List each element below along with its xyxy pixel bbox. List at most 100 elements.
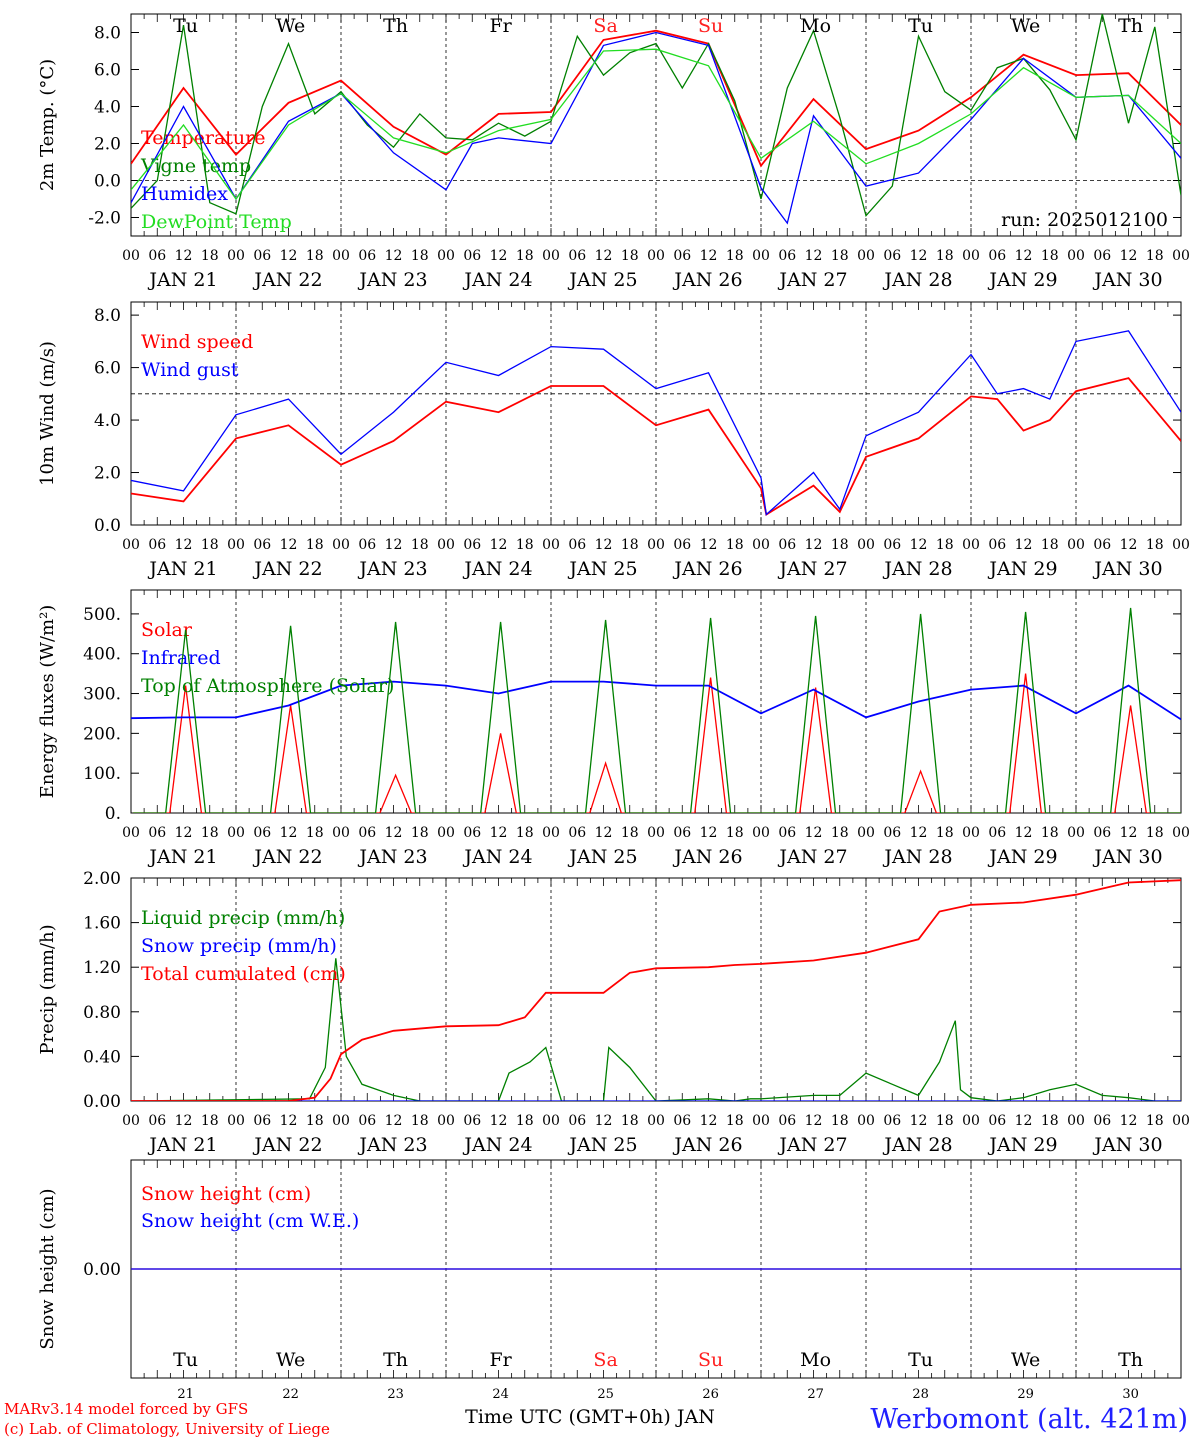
x-hour-label: 00 [752, 825, 770, 841]
x-hour-label: 00 [647, 825, 665, 841]
x-hour-label: 06 [673, 248, 691, 264]
x-hour-label: 00 [752, 1113, 770, 1129]
series-line-solar [133, 673, 1181, 813]
x-hour-label: 18 [306, 537, 324, 553]
x-hour-label: 06 [358, 537, 376, 553]
x-hour-label: 12 [595, 537, 613, 553]
y-tick-label: 1.20 [83, 958, 121, 978]
x-hour-label: 00 [122, 537, 140, 553]
x-date-label: JAN 29 [987, 269, 1057, 291]
plot-frame [130, 301, 1182, 526]
x-hour-label: 06 [358, 825, 376, 841]
day-name-top: Th [383, 15, 408, 37]
y-tick-label: 0.00 [83, 1260, 121, 1280]
y-tick-label: 4.0 [94, 411, 121, 431]
x-hour-label: 12 [700, 825, 718, 841]
x-hour-label: 12 [490, 537, 508, 553]
x-date-label: JAN 29 [987, 558, 1057, 580]
series-line-infrared [131, 680, 1181, 721]
y-axis-label: Snow height (cm) [37, 1188, 58, 1349]
y-tick-label: 2.0 [94, 135, 121, 155]
x-hour-label: 18 [831, 825, 849, 841]
series-line-total-cumulated-cm- [131, 879, 1181, 1101]
x-hour-label: 06 [1093, 248, 1111, 264]
x-hour-label: 06 [778, 1113, 796, 1129]
x-hour-label: 00 [227, 825, 245, 841]
day-name-bottom: We [276, 1349, 305, 1371]
panel-4: 0.00 0.40 0.80 1.20 1.60 2.00 Precip (mm/h) Liq… [37, 869, 1190, 1156]
x-hour-label: 12 [385, 825, 403, 841]
x-date-label: JAN 25 [567, 846, 637, 868]
x-date-label: JAN 22 [252, 846, 322, 868]
legend-entry: Wind speed [141, 331, 253, 353]
x-hour-label: 12 [595, 248, 613, 264]
x-hour-label: 18 [1041, 825, 1059, 841]
x-hour-label: 12 [700, 537, 718, 553]
x-hour-label: 00 [1172, 825, 1190, 841]
x-hour-label: 06 [148, 825, 166, 841]
x-hour-label: 18 [1146, 1113, 1164, 1129]
day-name-top: Su [698, 15, 723, 37]
panel-3: 0. 100. 200. 300. 400. 500. Energy fluxes (W/m… [37, 589, 1190, 868]
x-date-label: JAN 25 [567, 1134, 637, 1156]
x-hour-label: 12 [595, 1113, 613, 1129]
series-line-liquid-precip-mm-h- [131, 958, 1181, 1101]
y-tick-label: 6.0 [94, 61, 121, 81]
x-hour-label: 06 [883, 1113, 901, 1129]
day-name-bottom: Tu [908, 1349, 933, 1371]
x-hour-label: 00 [122, 248, 140, 264]
x-hour-label: 12 [700, 1113, 718, 1129]
x-hour-label: 06 [778, 248, 796, 264]
x-hour-label: 06 [1093, 1113, 1111, 1129]
x-hour-label: 18 [411, 1113, 429, 1129]
x-hour-label: 12 [910, 825, 928, 841]
y-tick-label: 1.60 [83, 914, 121, 934]
x-hour-label: 00 [1172, 248, 1190, 264]
footer-day-number: 25 [597, 1387, 614, 1402]
y-tick-label: 4.0 [94, 98, 121, 118]
x-hour-label: 06 [883, 248, 901, 264]
x-hour-label: 12 [1120, 537, 1138, 553]
y-axis-label: 10m Wind (m/s) [37, 341, 58, 486]
x-date-label: JAN 21 [147, 846, 217, 868]
y-tick-label: 400. [83, 645, 121, 665]
y-axis-label: Energy fluxes (W/m²) [37, 605, 58, 799]
x-date-label: JAN 24 [462, 269, 532, 291]
x-hour-label: 18 [306, 248, 324, 264]
x-date-label: JAN 21 [147, 558, 217, 580]
x-hour-label: 06 [673, 825, 691, 841]
x-hour-label: 18 [201, 1113, 219, 1129]
x-date-label: JAN 30 [1092, 269, 1162, 291]
x-hour-label: 00 [227, 537, 245, 553]
footer-day-number: 30 [1122, 1387, 1139, 1402]
x-hour-label: 06 [358, 1113, 376, 1129]
panel-2: 0.0 2.0 4.0 6.0 8.0 10m Wind (m/s) Wind speed W… [37, 301, 1190, 580]
y-tick-label: 100. [83, 764, 121, 784]
x-hour-label: 06 [568, 248, 586, 264]
y-tick-label: 200. [83, 724, 121, 744]
x-date-label: JAN 23 [357, 269, 427, 291]
x-hour-label: 06 [253, 537, 271, 553]
x-hour-label: 00 [1067, 537, 1085, 553]
y-tick-label: 8.0 [94, 306, 121, 326]
x-hour-label: 18 [1041, 537, 1059, 553]
x-date-label: JAN 24 [462, 846, 532, 868]
x-date-label: JAN 26 [672, 846, 742, 868]
footer-day-number: 21 [177, 1387, 194, 1402]
x-date-label: JAN 23 [357, 558, 427, 580]
x-hour-label: 18 [936, 248, 954, 264]
x-hour-label: 00 [752, 248, 770, 264]
x-hour-label: 12 [1015, 825, 1033, 841]
legend-entry: DewPoint Temp [141, 211, 292, 233]
y-tick-label: 8.0 [94, 24, 121, 44]
day-name-top: We [1011, 15, 1040, 37]
x-hour-label: 00 [647, 1113, 665, 1129]
x-hour-label: 12 [175, 537, 193, 553]
x-hour-label: 12 [805, 537, 823, 553]
credit-line-1: MARv3.14 model forced by GFS [4, 1400, 248, 1418]
x-hour-label: 18 [621, 248, 639, 264]
x-hour-label: 00 [542, 537, 560, 553]
x-hour-label: 18 [516, 1113, 534, 1129]
x-hour-label: 06 [148, 537, 166, 553]
